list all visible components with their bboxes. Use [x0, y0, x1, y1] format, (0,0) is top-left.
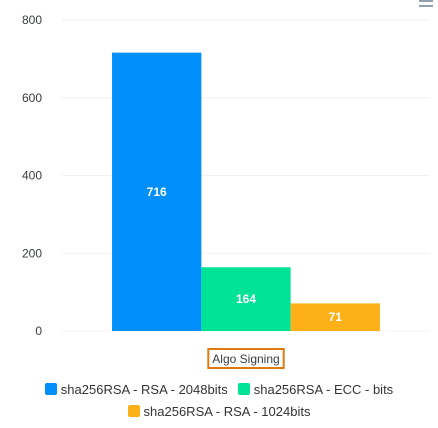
legend-swatch	[127, 405, 140, 417]
legend: sha256RSA - RSA - 2048bits sha256RSA - EC…	[0, 378, 438, 422]
legend-item[interactable]: sha256RSA - ECC - bits	[237, 380, 394, 398]
legend-item[interactable]: sha256RSA - RSA - 1024bits	[127, 402, 311, 420]
value-label: 164	[236, 292, 256, 306]
y-tick-label: 0	[35, 324, 42, 338]
legend-item[interactable]: sha256RSA - RSA - 2048bits	[44, 380, 228, 398]
bar	[112, 52, 202, 331]
value-label: 716	[147, 185, 167, 199]
legend-label: sha256RSA - ECC - bits	[253, 381, 394, 397]
bar	[290, 303, 380, 331]
legend-label: sha256RSA - RSA - 1024bits	[143, 403, 311, 419]
value-label: 71	[329, 310, 343, 324]
y-tick-label: 400	[22, 169, 42, 183]
y-tick-label: 200	[22, 246, 42, 260]
menu-icon[interactable]	[419, 0, 433, 7]
category-box	[207, 348, 285, 369]
legend-label: sha256RSA - RSA - 2048bits	[60, 381, 228, 397]
legend-swatch	[44, 383, 57, 395]
bar	[201, 267, 291, 331]
y-tick-label: 600	[22, 91, 42, 105]
legend-swatch	[237, 383, 250, 395]
y-tick-label: 800	[22, 13, 42, 27]
x-tick-label: Algo Signing	[212, 352, 279, 366]
